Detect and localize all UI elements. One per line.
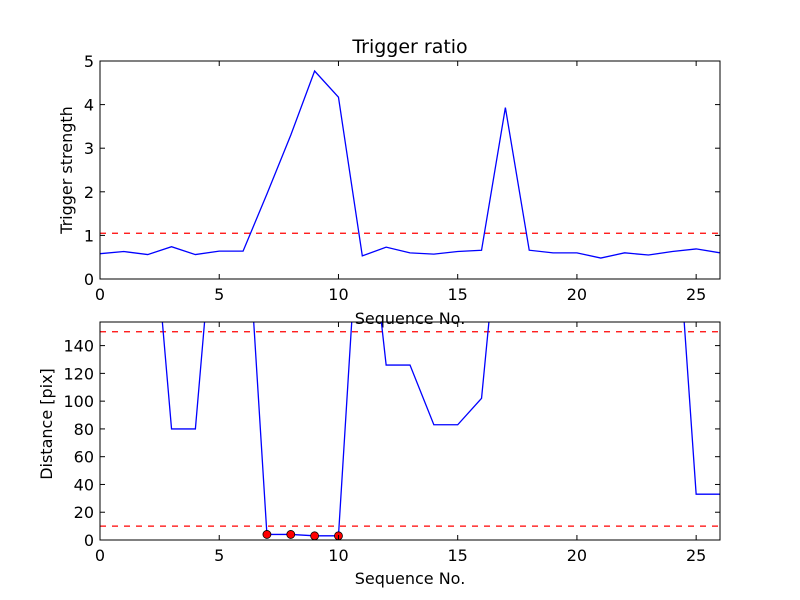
y-tick-label: 2: [84, 183, 94, 202]
plot-frame: [99, 321, 721, 541]
y-ticks: 0 1 2 3 4 5: [84, 52, 720, 289]
x-ticks: 0 5 10 15 20 25: [95, 61, 706, 304]
x-tick-label: 5: [214, 285, 224, 304]
y-tick-label: 5: [84, 52, 94, 71]
x-axis-label: Sequence No.: [355, 309, 466, 328]
x-axis-label: Sequence No.: [355, 569, 466, 588]
plot-frame: [99, 60, 721, 280]
threshold-lines: [100, 331, 720, 527]
y-tick-label: 3: [84, 139, 94, 158]
x-tick-label: 15: [448, 546, 468, 565]
y-tick-label: 1: [84, 226, 94, 245]
y-tick-label: 140: [63, 337, 94, 356]
y-tick-label: 100: [63, 392, 94, 411]
distance-chart: 0 5 10 15 20 25 0 20 40 60 80 100 120 140 Sequence N…: [37, 321, 721, 588]
y-tick-label: 4: [84, 96, 94, 115]
y-tick-label: 80: [74, 420, 94, 439]
x-tick-label: 10: [328, 285, 348, 304]
x-tick-label: 0: [95, 285, 105, 304]
y-axis-label: Trigger strength: [57, 106, 76, 235]
x-tick-label: 20: [567, 285, 587, 304]
x-tick-label: 20: [567, 546, 587, 565]
x-tick-label: 25: [686, 285, 706, 304]
y-tick-label: 120: [63, 364, 94, 383]
y-ticks: 0 20 40 60 80 100 120 140: [63, 337, 720, 550]
y-tick-label: 0: [84, 270, 94, 289]
y-tick-label: 60: [74, 448, 94, 467]
y-tick-label: 20: [74, 503, 94, 522]
data-point-marker: [310, 531, 320, 541]
series-line-0: [100, 69, 720, 259]
y-tick-label: 0: [84, 531, 94, 550]
data-point-marker: [286, 530, 296, 539]
x-tick-label: 0: [95, 546, 105, 565]
x-tick-label: 25: [686, 546, 706, 565]
x-tick-label: 10: [328, 546, 348, 565]
data-point-marker: [262, 530, 272, 539]
trigger-ratio-chart: Trigger ratio 0 5 10 15 20 25 0 1 2 3 4 5 Sequence…: [57, 36, 721, 328]
y-axis-label: Distance [pix]: [37, 368, 56, 480]
chart-title: Trigger ratio: [351, 36, 467, 58]
x-ticks: 0 5 10 15 20 25: [95, 322, 706, 565]
y-tick-label: 40: [74, 475, 94, 494]
x-tick-label: 5: [214, 546, 224, 565]
series-lines: [100, 69, 720, 259]
x-tick-label: 15: [448, 285, 468, 304]
